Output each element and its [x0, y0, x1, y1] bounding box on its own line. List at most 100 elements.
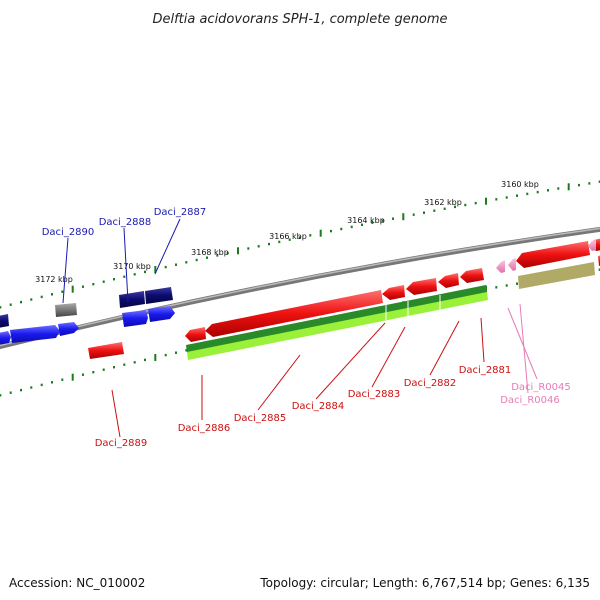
ruler-outer-minor-tick [195, 258, 198, 262]
label-daci-2882[interactable]: Daci_2882 [404, 378, 457, 389]
ruler-outer-minor-tick [288, 238, 291, 241]
label-daci-2881[interactable]: Daci_2881 [459, 365, 512, 376]
ruler-outer-minor-tick [20, 300, 22, 304]
label-daci-2886[interactable]: Daci_2886 [178, 423, 231, 434]
accession-text: Accession: NC_010002 [9, 576, 146, 590]
ruler-inner-minor-tick [505, 284, 508, 287]
tick-label-3168: 3168 kbp [191, 248, 229, 257]
ruler-outer-minor-tick [392, 217, 394, 220]
ruler-outer-minor-tick [412, 213, 415, 216]
ruler-outer-minor-tick [102, 280, 105, 283]
ruler-outer-major-tick [154, 266, 157, 273]
label-daci-2890[interactable]: Daci_2890 [42, 227, 95, 238]
ruler-outer-minor-tick [175, 263, 177, 266]
gene-daci-2885[interactable] [205, 290, 383, 337]
gene-daci-2881[interactable] [460, 268, 484, 283]
label-daci-2885[interactable]: Daci_2885 [234, 413, 287, 424]
rna-features [496, 240, 596, 273]
gene-labels: Daci_2890 Daci_2888 Daci_2887 Daci_2889 … [42, 207, 571, 449]
ruler-inner-minor-tick [133, 361, 136, 364]
ruler-outer-minor-tick [144, 270, 146, 274]
ruler-outer-minor-tick [133, 273, 136, 276]
ruler-outer-minor-tick [557, 187, 560, 190]
ruler-inner-minor-tick [92, 371, 95, 374]
ruler-outer-minor-tick [51, 293, 53, 296]
ruler-inner-major-tick [71, 373, 74, 381]
ruler-outer-major-tick [485, 197, 487, 205]
label-daci-2888[interactable]: Daci_2888 [99, 217, 152, 228]
ruler-inner-minor-tick [144, 358, 146, 362]
ruler-inner-minor-tick [516, 282, 518, 285]
label-daci-r0045[interactable]: Daci_R0045 [511, 382, 571, 393]
gene-blue-d[interactable] [122, 310, 148, 327]
feature-band [186, 262, 595, 360]
ruler-outer-minor-tick [309, 234, 312, 237]
ruler-inner-minor-tick [102, 368, 105, 371]
ruler-inner-minor-tick [495, 286, 498, 289]
gene-left-edge[interactable] [0, 314, 9, 328]
ruler-outer-minor-tick [598, 180, 600, 183]
gene-left-blue-b[interactable] [10, 325, 60, 343]
ruler-outer-minor-tick [82, 285, 84, 288]
ruler-outer-minor-tick [547, 189, 549, 192]
ruler-inner-minor-tick [185, 349, 188, 352]
ruler-outer-minor-tick [588, 182, 591, 185]
ruler-outer-minor-tick [216, 254, 219, 257]
ruler-outer-minor-tick [299, 236, 301, 239]
label-daci-r0046[interactable]: Daci_R0046 [500, 395, 560, 406]
ruler-inner-minor-tick [0, 394, 2, 397]
label-daci-2883[interactable]: Daci_2883 [348, 389, 401, 400]
rna-daci-r0045[interactable] [496, 260, 505, 273]
ruler-outer-minor-tick [40, 295, 43, 299]
gene-daci-2889[interactable] [88, 342, 124, 359]
feature-olive-band[interactable] [518, 262, 595, 289]
ruler-inner-minor-tick [175, 351, 177, 354]
ruler-inner-minor-tick [51, 381, 53, 384]
ruler-outer-minor-tick [340, 227, 343, 231]
gene-daci-2887[interactable] [145, 287, 173, 304]
gene-daci-2886[interactable] [185, 327, 206, 342]
rna-daci-r0046[interactable] [508, 258, 516, 271]
ruler-outer-minor-tick [464, 203, 467, 207]
label-daci-2889[interactable]: Daci_2889 [95, 438, 148, 449]
gene-daci-2883[interactable] [406, 278, 437, 295]
ruler-outer-minor-tick [330, 229, 332, 233]
label-leaders [62, 218, 538, 438]
ruler-outer-minor-tick [433, 209, 436, 212]
tick-label-3160: 3160 kbp [501, 180, 539, 189]
label-daci-2887[interactable]: Daci_2887 [154, 207, 207, 218]
gene-left-blue-a[interactable] [0, 331, 11, 345]
ruler-outer-minor-tick [268, 242, 270, 246]
ruler-outer-minor-tick [495, 198, 498, 201]
ruler-outer-minor-tick [454, 205, 456, 209]
ruler-inner-minor-tick [123, 363, 126, 366]
ruler-outer-minor-tick [30, 298, 33, 301]
gene-blue-e[interactable] [148, 306, 175, 322]
ruler-labels: 3160 kbp 3162 kbp 3164 kbp 3166 kbp 3168… [35, 180, 539, 284]
ruler-outer-major-tick [71, 285, 74, 293]
ruler-outer-minor-tick [113, 278, 115, 281]
feature-lime-band[interactable] [187, 292, 488, 360]
gene-right-red[interactable] [516, 241, 590, 268]
ruler-outer-minor-tick [516, 194, 518, 197]
ruler-inner-minor-tick [598, 268, 600, 271]
ruler-outer-major-tick [567, 183, 570, 191]
ruler-inner-minor-tick [113, 366, 115, 369]
gene-daci-2884[interactable] [382, 285, 405, 300]
ruler-outer-minor-tick [9, 303, 12, 306]
reverse-strand-features [88, 238, 600, 359]
gene-daci-2890[interactable] [55, 303, 77, 317]
ruler-outer-major-tick [319, 229, 322, 237]
ruler-outer [0, 180, 600, 309]
gene-daci-2888[interactable] [119, 291, 145, 308]
feature-green-band[interactable] [186, 285, 487, 353]
ruler-inner-major-tick [154, 354, 157, 361]
label-daci-2884[interactable]: Daci_2884 [292, 401, 345, 412]
genome-summary-text: Topology: circular; Length: 6,767,514 bp… [260, 576, 590, 590]
gene-left-blue-c[interactable] [58, 322, 79, 336]
rna-right-edge[interactable] [588, 240, 596, 251]
gene-daci-2882[interactable] [438, 273, 459, 288]
ruler-outer-minor-tick [474, 201, 477, 205]
ruler-outer-minor-tick [226, 251, 229, 255]
